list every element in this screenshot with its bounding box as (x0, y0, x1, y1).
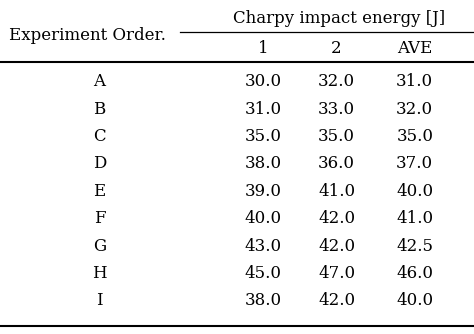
Text: 43.0: 43.0 (245, 238, 282, 255)
Text: 35.0: 35.0 (396, 128, 433, 145)
Text: 30.0: 30.0 (245, 73, 282, 90)
Text: 35.0: 35.0 (245, 128, 282, 145)
Text: 41.0: 41.0 (318, 183, 355, 200)
Text: 39.0: 39.0 (245, 183, 282, 200)
Text: 45.0: 45.0 (245, 265, 282, 282)
Text: 37.0: 37.0 (396, 156, 433, 172)
Text: I: I (96, 293, 103, 309)
Text: 38.0: 38.0 (245, 156, 282, 172)
Text: B: B (93, 101, 106, 118)
Text: 38.0: 38.0 (245, 293, 282, 309)
Text: D: D (93, 156, 106, 172)
Text: H: H (92, 265, 107, 282)
Text: 31.0: 31.0 (245, 101, 282, 118)
Text: AVE: AVE (397, 40, 432, 57)
Text: 42.0: 42.0 (318, 210, 355, 227)
Text: Charpy impact energy [J]: Charpy impact energy [J] (233, 10, 445, 27)
Text: Experiment Order.: Experiment Order. (9, 27, 166, 43)
Text: 41.0: 41.0 (396, 210, 433, 227)
Text: 40.0: 40.0 (396, 183, 433, 200)
Text: C: C (93, 128, 106, 145)
Text: 42.5: 42.5 (396, 238, 433, 255)
Text: 2: 2 (331, 40, 342, 57)
Text: 40.0: 40.0 (396, 293, 433, 309)
Text: 42.0: 42.0 (318, 238, 355, 255)
Text: 32.0: 32.0 (318, 73, 355, 90)
Text: G: G (93, 238, 106, 255)
Text: 31.0: 31.0 (396, 73, 433, 90)
Text: 36.0: 36.0 (318, 156, 355, 172)
Text: A: A (93, 73, 106, 90)
Text: 32.0: 32.0 (396, 101, 433, 118)
Text: 40.0: 40.0 (245, 210, 282, 227)
Text: 42.0: 42.0 (318, 293, 355, 309)
Text: 33.0: 33.0 (318, 101, 355, 118)
Text: 47.0: 47.0 (318, 265, 355, 282)
Text: E: E (93, 183, 106, 200)
Text: 1: 1 (258, 40, 268, 57)
Text: F: F (94, 210, 105, 227)
Text: 46.0: 46.0 (396, 265, 433, 282)
Text: 35.0: 35.0 (318, 128, 355, 145)
